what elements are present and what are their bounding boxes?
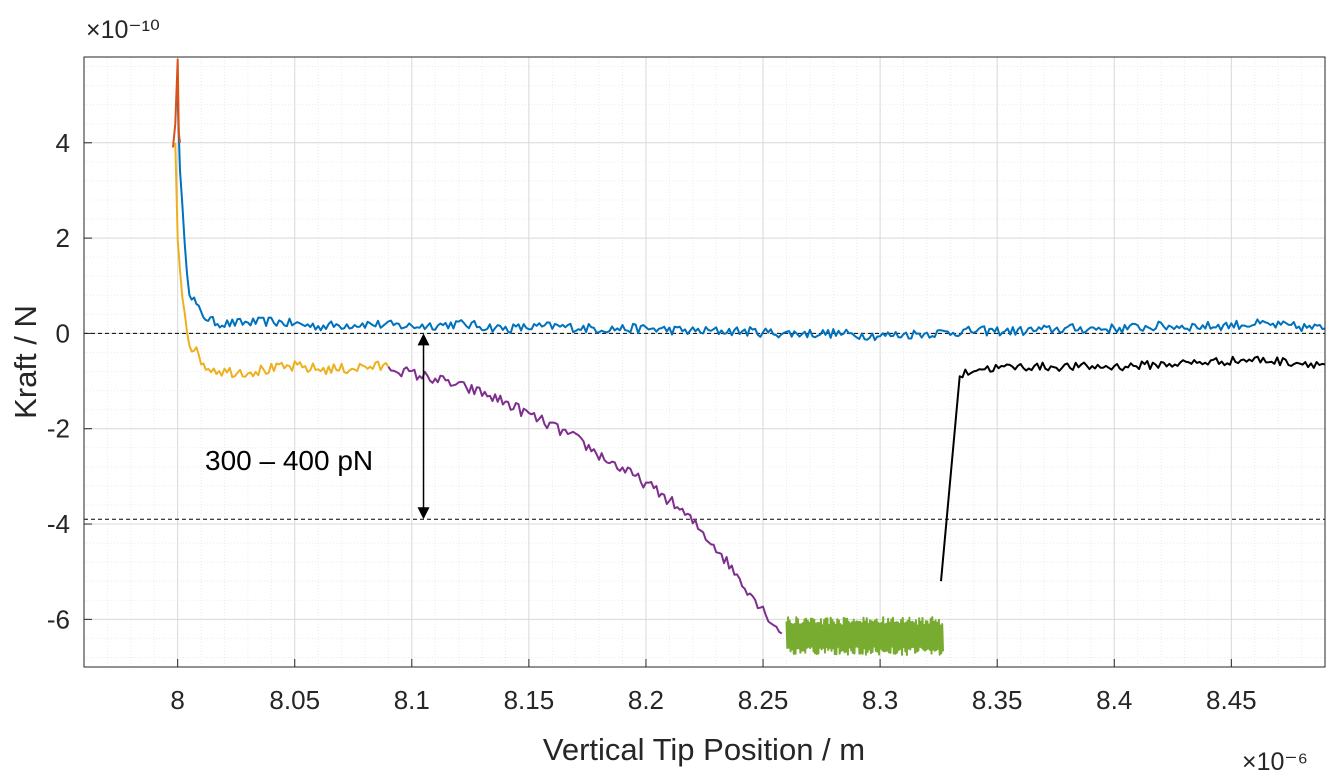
series-line-plateau	[785, 616, 944, 656]
x-tick-label: 8.1	[394, 685, 430, 715]
x-tick-label: 8.45	[1206, 685, 1257, 715]
x-tick-label: 8.25	[738, 685, 789, 715]
annotation-arrow-head-top	[417, 333, 430, 346]
x-tick-label: 8.15	[504, 685, 555, 715]
series-line-stretching	[387, 366, 783, 635]
y-tick-label: -2	[47, 414, 70, 444]
series-line-contact-spike	[172, 58, 181, 148]
reference-lines	[84, 332, 1325, 520]
x-axis-title: Vertical Tip Position / m	[543, 732, 865, 767]
series-line-retract-initial	[174, 142, 390, 379]
grid	[83, 57, 1326, 667]
x-tick-label: 8.35	[972, 685, 1023, 715]
x-tick-label: 8	[170, 685, 184, 715]
x-exponent-label: ×10⁻⁶	[1242, 748, 1308, 776]
series-line-after-rupture	[940, 355, 1326, 582]
series-lines	[172, 58, 1326, 656]
x-tick-label: 8.4	[1096, 685, 1132, 715]
annotation-label: 300 – 400 pN	[205, 445, 373, 476]
annotation: 300 – 400 pN	[205, 333, 430, 520]
y-tick-label: 0	[56, 318, 70, 348]
y-tick-label: 4	[56, 128, 70, 158]
ticks: 8 8.05 8.1 8.15 8.2 8.25 8.3 8.35 8.4 8.45 4 2 0 -2 -4…	[47, 128, 1257, 715]
y-tick-label: -6	[47, 604, 70, 634]
series-line-approach	[176, 99, 1326, 342]
annotation-arrow-head-bottom	[417, 507, 430, 520]
x-tick-label: 8.05	[269, 685, 320, 715]
plot-frame	[83, 56, 1326, 668]
y-tick-label: -4	[47, 509, 70, 539]
x-tick-label: 8.2	[628, 685, 664, 715]
y-exponent-label: ×10⁻¹⁰	[86, 16, 160, 44]
y-axis-title: Kraft / N	[8, 305, 43, 419]
y-tick-label: 2	[56, 223, 70, 253]
x-tick-label: 8.3	[862, 685, 898, 715]
